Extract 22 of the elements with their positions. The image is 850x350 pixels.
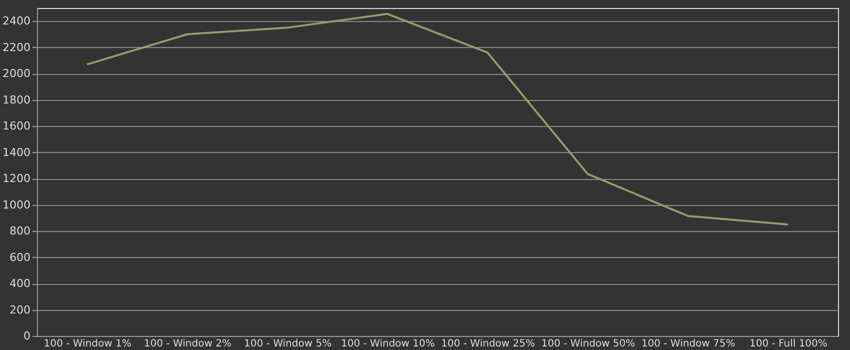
- y-tick-label: 0: [24, 330, 30, 342]
- y-tick-label: 800: [10, 224, 30, 238]
- x-tick-label: 100 - Window 50%: [541, 338, 636, 350]
- y-tick-label: 600: [10, 250, 30, 264]
- y-tick-label: 200: [10, 303, 30, 316]
- y-tick-label: 2200: [2, 40, 30, 54]
- line-series: [86, 12, 789, 226]
- x-tick-label: 100 - Window 1%: [44, 338, 132, 350]
- x-tick-label: 100 - Window 25%: [441, 338, 536, 350]
- y-tick-label: 2000: [2, 67, 30, 80]
- x-tick-label: 100 - Full 100%: [749, 338, 828, 350]
- x-tick-label: 100 - Window 75%: [641, 338, 736, 350]
- x-tick-label: 100 - Window 2%: [144, 338, 232, 350]
- y-tick-label: 1200: [2, 172, 30, 186]
- y-tick-label: 1600: [2, 120, 30, 133]
- y-tick-label: 1800: [2, 93, 30, 106]
- y-tick-label: 400: [10, 277, 30, 290]
- x-tick-label: 100 - Window 10%: [340, 338, 435, 350]
- y-tick-label: 2400: [2, 14, 30, 28]
- x-tick-label: 100 - Window 5%: [244, 338, 332, 350]
- y-tick-label: 1000: [2, 198, 30, 212]
- y-tick-label: 1400: [2, 146, 30, 159]
